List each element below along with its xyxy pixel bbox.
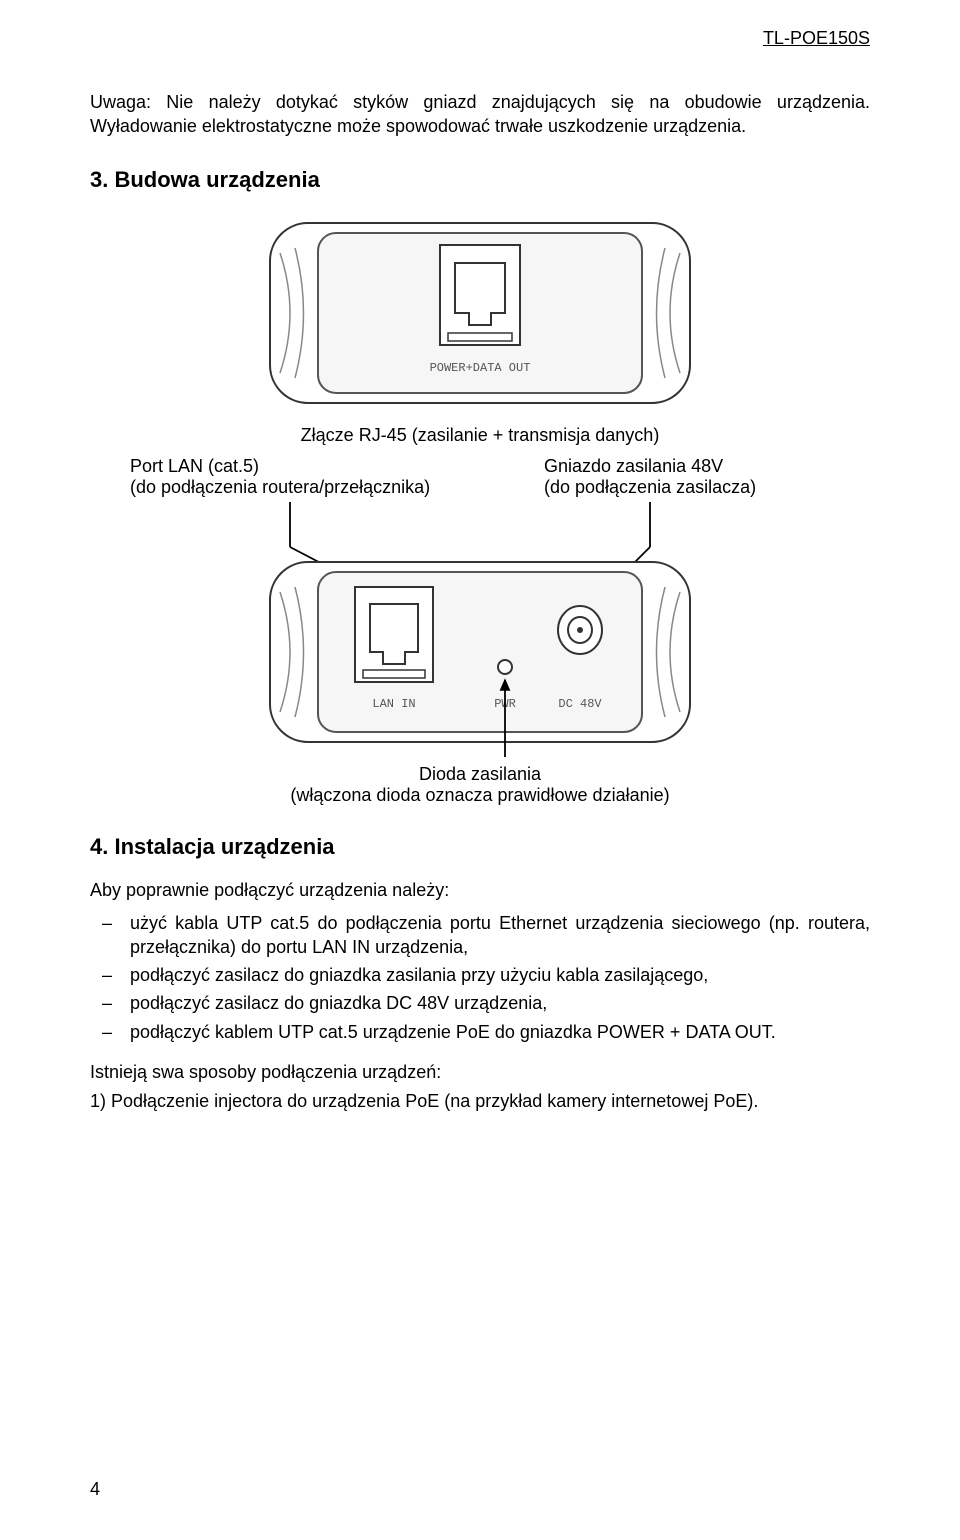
list-item: – podłączyć kablem UTP cat.5 urządzenie … <box>90 1020 870 1044</box>
section4-intro: Aby poprawnie podłączyć urządzenia należ… <box>90 880 870 901</box>
port-labels-row: Port LAN (cat.5) (do podłączenia routera… <box>130 456 830 498</box>
dioda-label: Dioda zasilania (włączona dioda oznacza … <box>90 764 870 806</box>
list-item: – podłączyć zasilacz do gniazdka DC 48V … <box>90 991 870 1015</box>
bullet-dash-icon: – <box>90 963 130 987</box>
right-label-line2: (do podłączenia zasilacza) <box>544 477 756 497</box>
page-number: 4 <box>90 1479 100 1500</box>
bullet-dash-icon: – <box>90 911 130 960</box>
dioda-line1: Dioda zasilania <box>419 764 541 784</box>
list-item: – podłączyć zasilacz do gniazdka zasilan… <box>90 963 870 987</box>
header-model: TL-POE150S <box>763 28 870 49</box>
device-top-diagram: POWER+DATA OUT <box>90 213 870 413</box>
right-label-line1: Gniazdo zasilania 48V <box>544 456 723 476</box>
lan-in-label: LAN IN <box>372 697 415 711</box>
bullet-dash-icon: – <box>90 1020 130 1044</box>
bullet-text: podłączyć zasilacz do gniazdka zasilania… <box>130 963 870 987</box>
methods-intro: Istnieją swa sposoby podłączenia urządze… <box>90 1062 870 1083</box>
bullet-list: – użyć kabla UTP cat.5 do podłączenia po… <box>90 911 870 1044</box>
device-bottom-diagram: LAN IN PWR DC 48V <box>90 502 870 762</box>
method1-text: 1) Podłączenie injectora do urządzenia P… <box>90 1091 870 1112</box>
section4-title: 4. Instalacja urządzenia <box>90 834 870 860</box>
left-label-line1: Port LAN (cat.5) <box>130 456 259 476</box>
power-data-out-label: POWER+DATA OUT <box>430 361 531 375</box>
left-label-line2: (do podłączenia routera/przełącznika) <box>130 477 430 497</box>
dc48v-label: DC 48V <box>558 697 602 711</box>
dioda-line2: (włączona dioda oznacza prawidłowe dział… <box>290 785 669 805</box>
section3-title: 3. Budowa urządzenia <box>90 167 870 193</box>
bullet-text: podłączyć kablem UTP cat.5 urządzenie Po… <box>130 1020 870 1044</box>
bullet-dash-icon: – <box>90 991 130 1015</box>
list-item: – użyć kabla UTP cat.5 do podłączenia po… <box>90 911 870 960</box>
bullet-text: użyć kabla UTP cat.5 do podłączenia port… <box>130 911 870 960</box>
bullet-text: podłączyć zasilacz do gniazdka DC 48V ur… <box>130 991 870 1015</box>
warning-text: Uwaga: Nie należy dotykać styków gniazd … <box>90 90 870 139</box>
rj45-label: Złącze RJ-45 (zasilanie + transmisja dan… <box>90 425 870 446</box>
